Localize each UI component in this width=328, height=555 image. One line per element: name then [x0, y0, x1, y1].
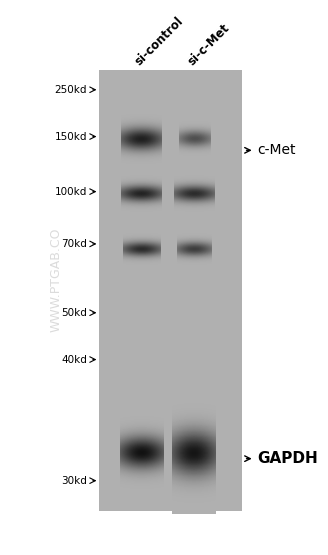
Text: 30kd: 30kd	[61, 476, 87, 486]
Text: 50kd: 50kd	[61, 307, 87, 318]
FancyBboxPatch shape	[99, 70, 242, 511]
Text: 150kd: 150kd	[54, 132, 87, 142]
Text: 40kd: 40kd	[61, 355, 87, 365]
Text: si-c-Met: si-c-Met	[185, 21, 232, 68]
Text: WWW.PTGAB.CO: WWW.PTGAB.CO	[50, 228, 62, 332]
Text: GAPDH: GAPDH	[258, 451, 318, 466]
Text: 250kd: 250kd	[54, 85, 87, 95]
Text: c-Met: c-Met	[258, 143, 296, 157]
Text: 100kd: 100kd	[54, 186, 87, 196]
Text: 70kd: 70kd	[61, 239, 87, 249]
Text: si-control: si-control	[132, 14, 186, 68]
